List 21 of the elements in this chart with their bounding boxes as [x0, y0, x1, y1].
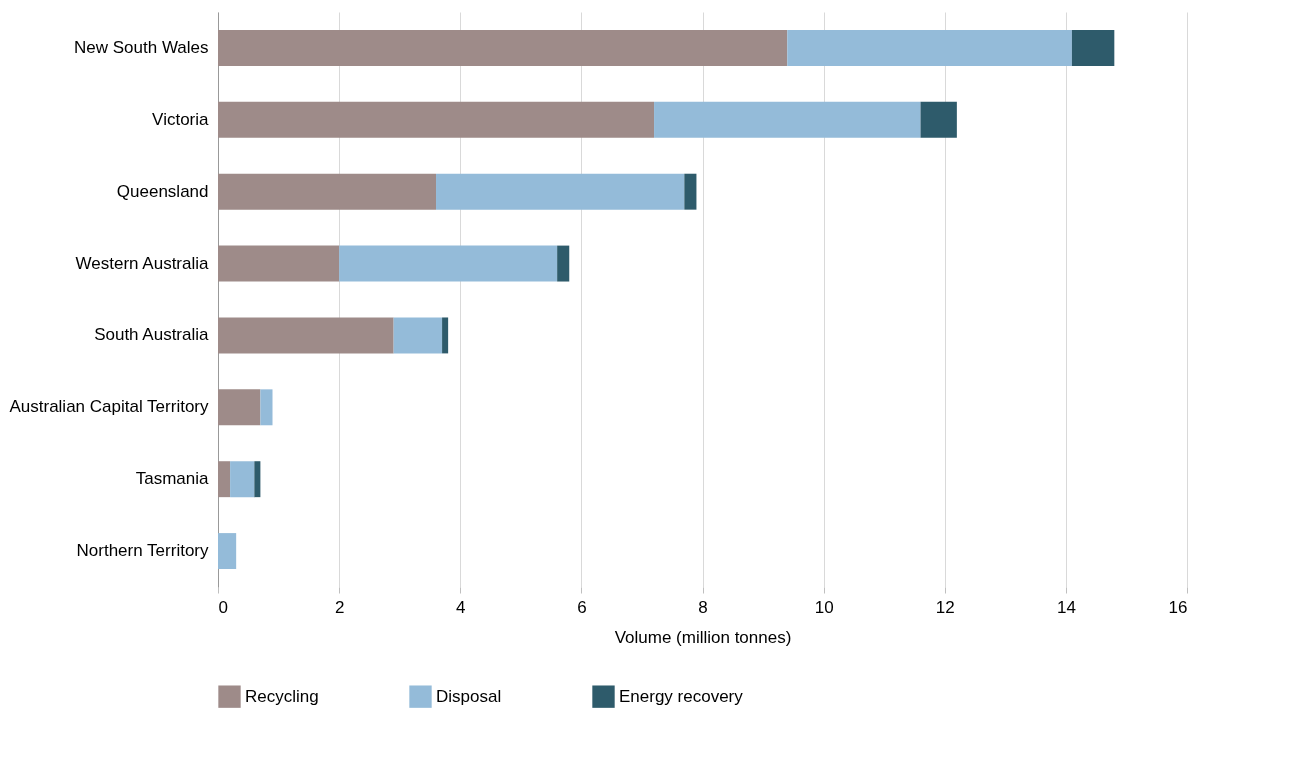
- x-tick-label: 16: [1168, 597, 1188, 617]
- y-tick-label: Queensland: [116, 181, 209, 201]
- y-tick-label: New South Wales: [74, 37, 209, 57]
- x-tick-label: 2: [334, 597, 345, 617]
- x-tick-label: 12: [935, 597, 955, 617]
- x-tick-label: 4: [456, 597, 466, 617]
- y-tick-label: Victoria: [152, 109, 210, 129]
- legend-label: Recycling: [245, 686, 319, 706]
- y-tick-label: Northern Territory: [76, 541, 209, 561]
- y-tick-label: Western Australia: [75, 253, 210, 273]
- x-tick-label: 6: [577, 597, 587, 617]
- x-tick-label: 10: [814, 597, 834, 617]
- y-tick-label: Australian Capital Territory: [9, 397, 209, 417]
- x-tick-label: 8: [698, 597, 708, 617]
- y-tick-label: South Australia: [94, 325, 210, 345]
- legend-label: Disposal: [436, 686, 502, 706]
- y-tick-label: Tasmania: [135, 469, 210, 489]
- legend-label: Energy recovery: [619, 686, 744, 706]
- x-axis-title: Volume (million tonnes): [614, 627, 792, 647]
- x-tick-label: 0: [218, 597, 228, 617]
- x-tick-label: 14: [1056, 597, 1076, 617]
